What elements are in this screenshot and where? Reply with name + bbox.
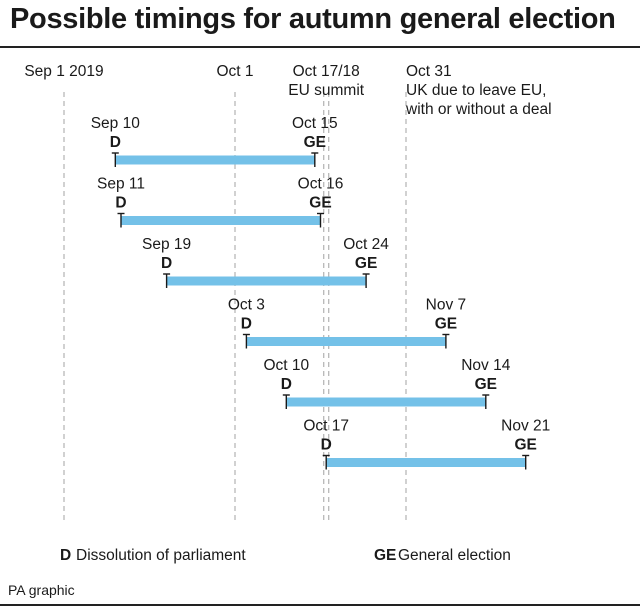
timeline-bar <box>326 458 526 467</box>
election-date-label: Oct 15 <box>292 115 338 132</box>
credit-text: PA graphic <box>8 582 75 598</box>
reference-label: Oct 17/18 <box>293 63 360 80</box>
dissolution-marker-label: D <box>281 376 292 393</box>
election-date-label: Oct 24 <box>343 236 389 253</box>
election-marker-label: GE <box>435 316 457 333</box>
legend-d-text: Dissolution of parliament <box>76 547 246 564</box>
reference-label: Oct 1 <box>216 63 253 80</box>
election-date-label: Nov 7 <box>426 297 467 314</box>
election-marker-label: GE <box>514 437 536 454</box>
timeline-row: Sep 11 D Oct 16 GE <box>97 176 343 228</box>
timeline-row: Oct 10 D Nov 14 GE <box>263 357 511 409</box>
timeline-row: Sep 19 D Oct 24 GE <box>142 236 389 288</box>
title-divider <box>0 46 640 48</box>
reference-label: UK due to leave EU, <box>406 82 546 99</box>
legend: D Dissolution of parliament GE General e… <box>60 547 511 564</box>
reference-label: Oct 31 <box>406 63 452 80</box>
page-title: Possible timings for autumn general elec… <box>10 3 616 35</box>
dissolution-date-label: Sep 11 <box>97 176 145 193</box>
election-date-label: Oct 16 <box>298 176 344 193</box>
dissolution-date-label: Oct 17 <box>303 418 349 435</box>
dissolution-marker-label: D <box>241 316 252 333</box>
election-marker-label: GE <box>475 376 497 393</box>
timeline-bar <box>166 276 367 286</box>
dissolution-marker-label: D <box>321 437 332 454</box>
election-marker-label: GE <box>309 195 331 212</box>
timeline-bar <box>115 155 315 165</box>
timeline-row: Sep 10 D Oct 15 GE <box>91 115 338 167</box>
legend-ge-key: GE <box>374 547 396 564</box>
dissolution-marker-label: D <box>110 134 121 151</box>
bottom-divider <box>0 604 640 606</box>
election-marker-label: GE <box>304 134 326 151</box>
timeline-bar <box>246 337 446 346</box>
timeline-row: Oct 17 D Nov 21 GE <box>303 418 550 470</box>
dissolution-marker-label: D <box>161 255 172 272</box>
dissolution-marker-label: D <box>115 195 126 212</box>
election-marker-label: GE <box>355 255 377 272</box>
reference-label: Sep 1 2019 <box>24 63 103 80</box>
timeline-bar <box>121 216 321 225</box>
election-date-label: Nov 21 <box>501 418 550 435</box>
dissolution-date-label: Sep 19 <box>142 236 191 253</box>
reference-label: with or without a deal <box>405 101 552 118</box>
dissolution-date-label: Sep 10 <box>91 115 141 132</box>
timeline-row: Oct 3 D Nov 7 GE <box>228 297 466 349</box>
legend-ge-text: General election <box>398 547 511 564</box>
legend-d-key: D <box>60 547 71 564</box>
dissolution-date-label: Oct 10 <box>263 357 309 374</box>
reference-label: EU summit <box>288 82 364 99</box>
dissolution-date-label: Oct 3 <box>228 297 265 314</box>
election-date-label: Nov 14 <box>461 357 510 374</box>
timeline-bar <box>286 397 486 407</box>
